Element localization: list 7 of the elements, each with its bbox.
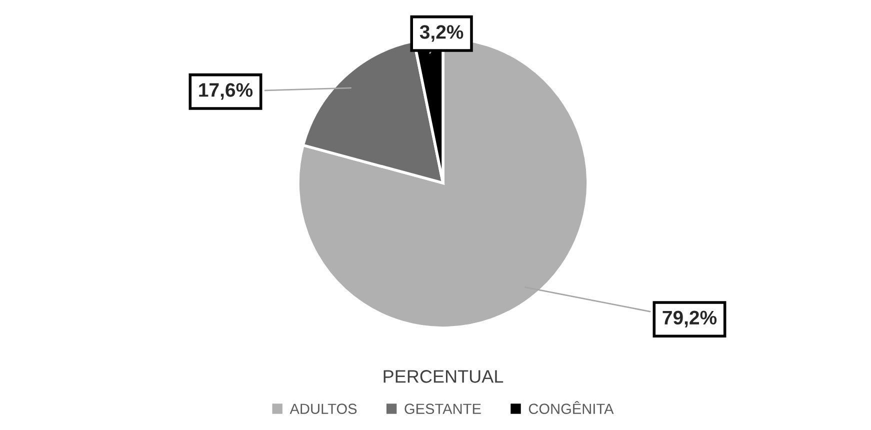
data-label: 17,6%	[199, 83, 253, 100]
data-label: 79,2%	[662, 310, 717, 328]
legend-label: CONGÊNITA	[528, 401, 614, 414]
data-label: 3,2%	[420, 25, 464, 42]
legend-label: GESTANTE	[404, 404, 481, 414]
text: PERCENTUAL	[384, 370, 504, 383]
legend-label: ADULTOS	[290, 404, 357, 414]
